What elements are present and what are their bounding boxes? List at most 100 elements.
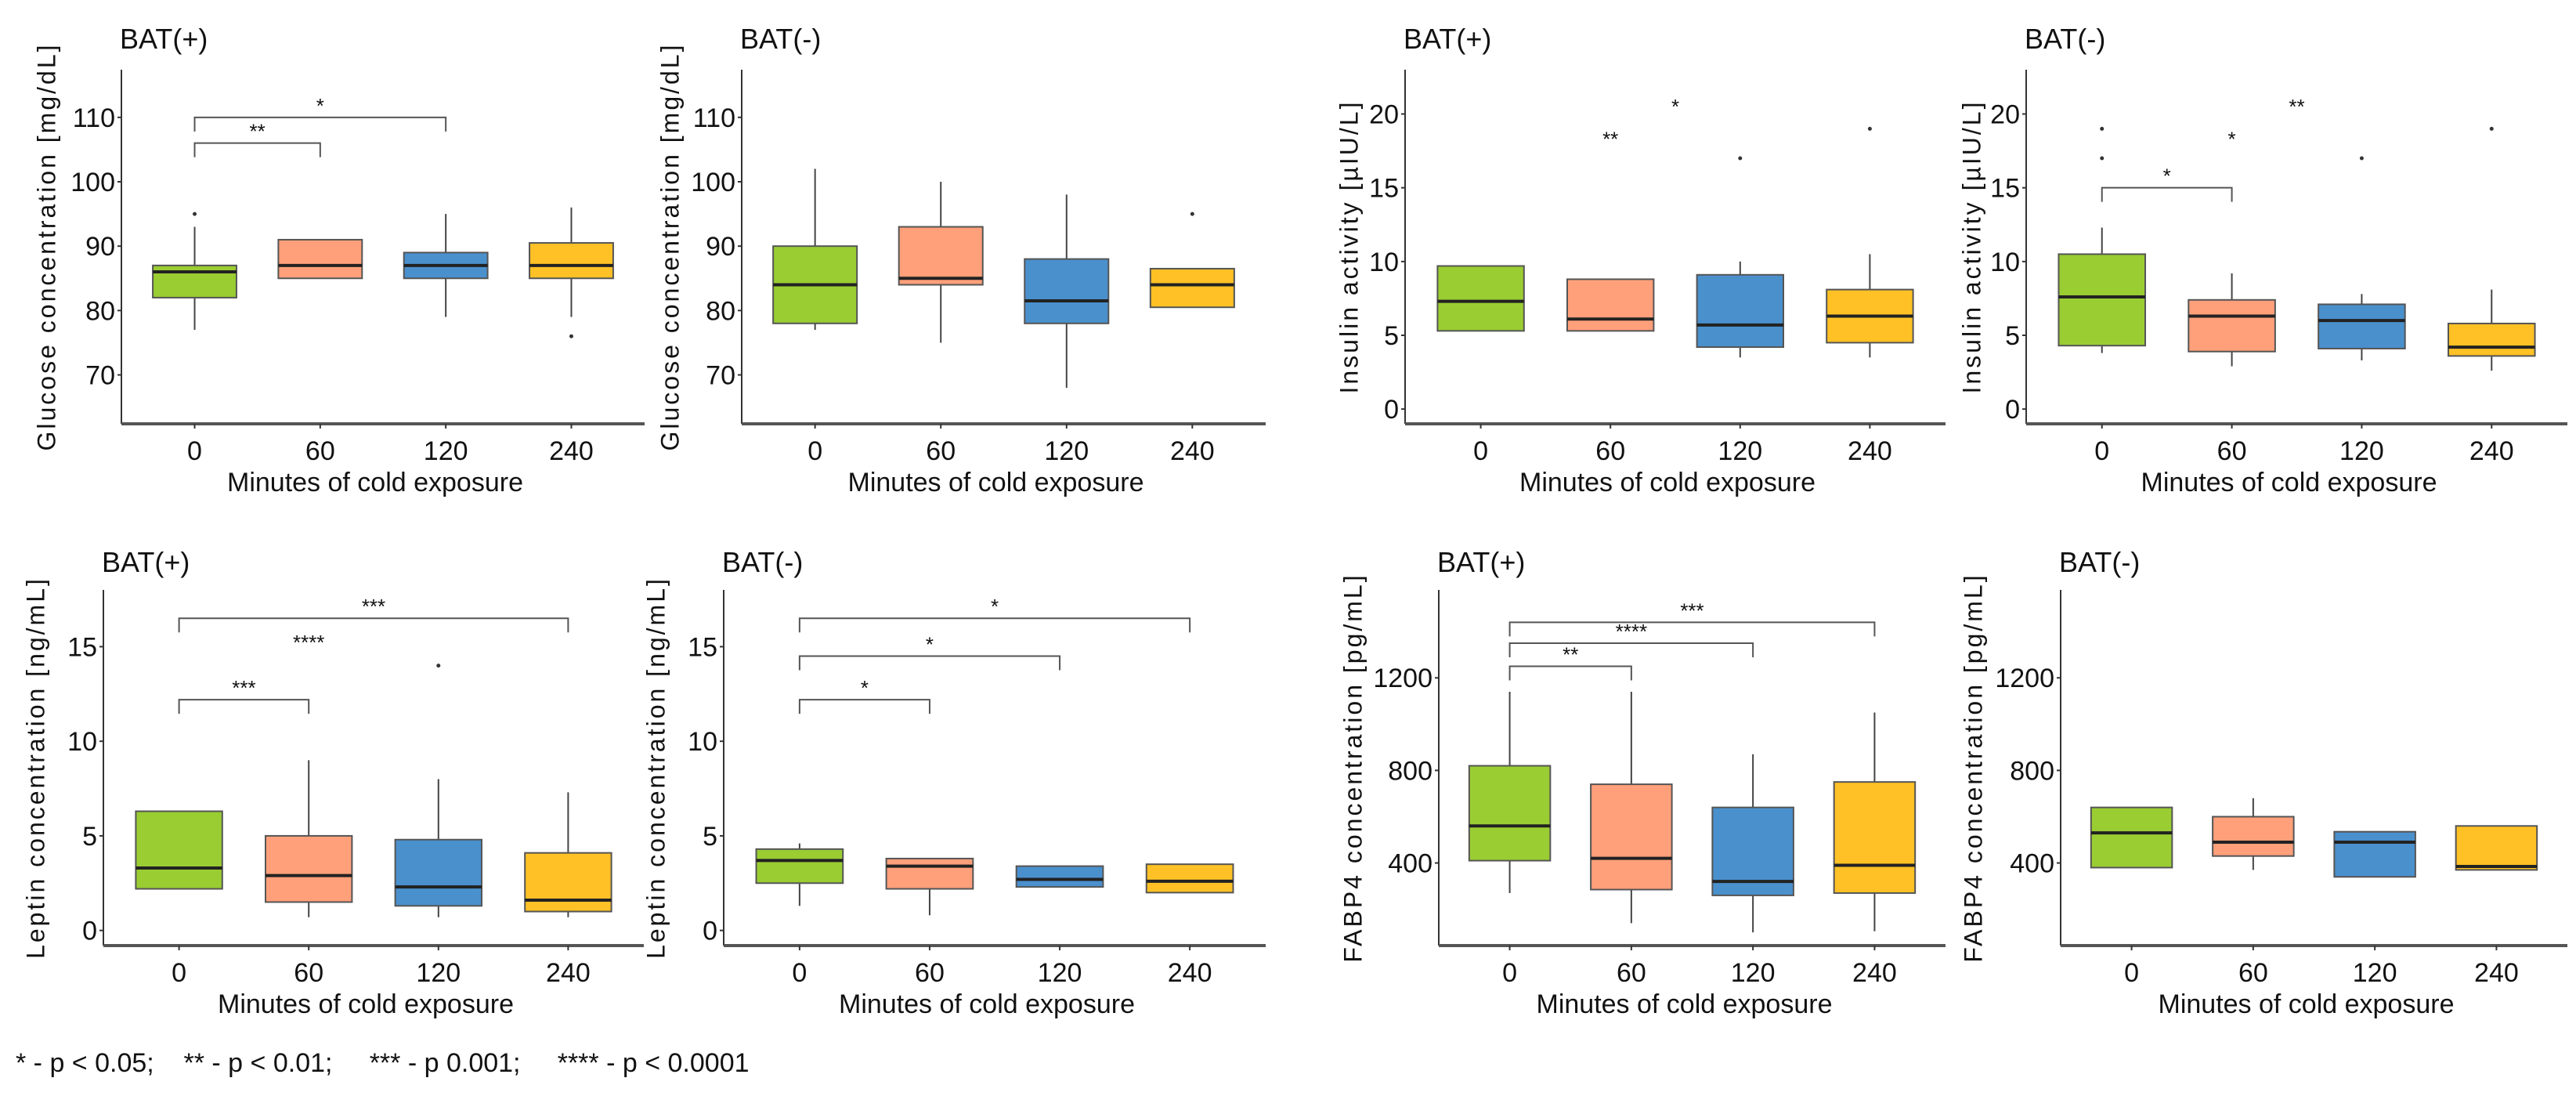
y-axis-label: Glucose concentration [mg/dL] [32, 42, 60, 450]
x-tick-label: 120 [2353, 958, 2397, 988]
x-tick-label: 120 [416, 958, 461, 988]
significance-bracket [178, 699, 310, 714]
outlier-point [193, 212, 197, 216]
significance-bracket [1508, 665, 1632, 681]
significance-label: **** [293, 631, 324, 654]
box-0 [135, 810, 223, 890]
y-axis-label: Leptin concentration [ng/mL] [21, 577, 49, 959]
box-0 [2090, 806, 2173, 869]
x-axis-label: Minutes of cold exposure [848, 468, 1144, 497]
x-tick-label: 60 [305, 436, 335, 466]
x-tick-label: 240 [2469, 436, 2514, 466]
significance-label: * [991, 595, 999, 618]
y-tick-label: 10 [67, 727, 97, 757]
y-axis-label: Insulin activity [µIU/L] [1957, 100, 1985, 394]
y-tick-label: 800 [1388, 756, 1433, 786]
y-tick-label: 5 [703, 822, 717, 852]
x-tick-label: 0 [187, 436, 202, 466]
significance-label: ** [1602, 128, 1618, 151]
y-tick-label: 15 [67, 632, 97, 662]
panel-title: BAT(-) [740, 23, 821, 55]
panel-1: BAT(-) Glucose concentration [mg/dL] 70 80 9… [656, 23, 1266, 497]
y-tick-label: 15 [688, 632, 717, 662]
panel-title: BAT(+) [1404, 23, 1491, 55]
y-tick-label: 10 [688, 727, 717, 757]
y-tick-label: 5 [2005, 321, 2020, 351]
y-tick-label: 5 [1384, 321, 1399, 351]
y-tick-label: 70 [85, 361, 115, 391]
x-tick-label: 60 [2217, 436, 2247, 466]
x-axis-label: Minutes of cold exposure [1537, 989, 1833, 1019]
panel-7: BAT(-) FABP4 concentration [pg/mL] 400 800 1… [1959, 546, 2567, 1019]
y-tick-label: 110 [693, 103, 735, 133]
box-120 [2318, 303, 2406, 349]
significance-bracket [798, 617, 1191, 633]
outlier-point [2489, 126, 2494, 131]
box-60 [898, 226, 984, 286]
y-tick-label: 20 [1369, 100, 1399, 130]
x-tick-label: 120 [1038, 958, 1082, 988]
y-tick-label: 20 [1990, 100, 2020, 130]
outlier-point [2359, 156, 2364, 161]
significance-bracket [2101, 186, 2233, 202]
panel-2: BAT(+) Insulin activity [µIU/L] 0 5 10 15 20 0 6… [1335, 23, 1946, 497]
outlier-point [436, 664, 441, 668]
y-tick-label: 70 [706, 361, 735, 391]
box-120 [1024, 258, 1110, 324]
y-tick-label: 0 [1384, 395, 1399, 425]
significance-label: *** [362, 595, 385, 618]
significance-label: *** [232, 676, 255, 700]
y-tick-label: 800 [2010, 756, 2054, 786]
y-axis-label: Glucose concentration [mg/dL] [656, 42, 684, 450]
x-tick-label: 60 [2238, 958, 2268, 988]
x-tick-label: 240 [1852, 958, 1897, 988]
x-tick-label: 0 [172, 958, 186, 988]
box-0 [2058, 253, 2147, 347]
outlier-point [1738, 156, 1743, 161]
box-0 [1468, 765, 1552, 862]
panel-title: BAT(+) [102, 546, 190, 578]
significance-label: * [861, 676, 869, 700]
box-240 [529, 242, 614, 280]
significance-label: * [2228, 128, 2236, 151]
panel-title: BAT(+) [1437, 546, 1525, 578]
panel-4: BAT(+) Leptin concentration [ng/mL] 0 5 10 15… [21, 546, 644, 1019]
outlier-point [2100, 156, 2105, 161]
y-tick-label: 0 [2005, 395, 2020, 425]
x-tick-label: 120 [1718, 436, 1762, 466]
significance-label: * [316, 94, 324, 118]
y-tick-label: 400 [2010, 849, 2054, 879]
x-tick-label: 0 [807, 436, 822, 466]
x-tick-label: 0 [2094, 436, 2109, 466]
panel-0: BAT(+) Glucose concentration [mg/dL] 70 80 9… [32, 23, 645, 497]
y-tick-label: 10 [1369, 248, 1399, 277]
x-axis-label: Minutes of cold exposure [2159, 989, 2455, 1019]
y-axis-label: Leptin concentration [ng/mL] [641, 577, 670, 959]
significance-bracket [1508, 642, 1754, 657]
outlier-point [1867, 126, 1872, 131]
y-tick-label: 100 [70, 168, 115, 197]
significance-label: * [926, 633, 934, 657]
significance-bracket [798, 699, 930, 714]
box-240 [2447, 322, 2536, 357]
x-axis-label: Minutes of cold exposure [227, 468, 523, 497]
y-tick-label: 110 [73, 103, 115, 133]
x-axis-label: Minutes of cold exposure [1519, 468, 1815, 497]
x-tick-label: 0 [792, 958, 807, 988]
panel-6: BAT(+) FABP4 concentration [pg/mL] 400 800 1… [1339, 546, 1946, 1019]
box-120 [1696, 273, 1785, 349]
box-120 [394, 838, 483, 907]
box-60 [1590, 783, 1673, 891]
box-60 [1566, 278, 1655, 332]
panel-3: BAT(-) Insulin activity [µIU/L] 0 5 10 15 20 0 6… [1957, 23, 2567, 497]
y-axis-label: FABP4 concentration [pg/mL] [1959, 573, 1987, 962]
box-240 [1149, 267, 1235, 309]
significance-bracket [178, 617, 569, 633]
box-120 [1015, 865, 1104, 888]
y-tick-label: 1200 [1995, 664, 2054, 693]
x-tick-label: 60 [926, 436, 956, 466]
x-axis-label: Minutes of cold exposure [2141, 468, 2437, 497]
box-60 [2188, 298, 2276, 353]
x-tick-label: 0 [2124, 958, 2139, 988]
